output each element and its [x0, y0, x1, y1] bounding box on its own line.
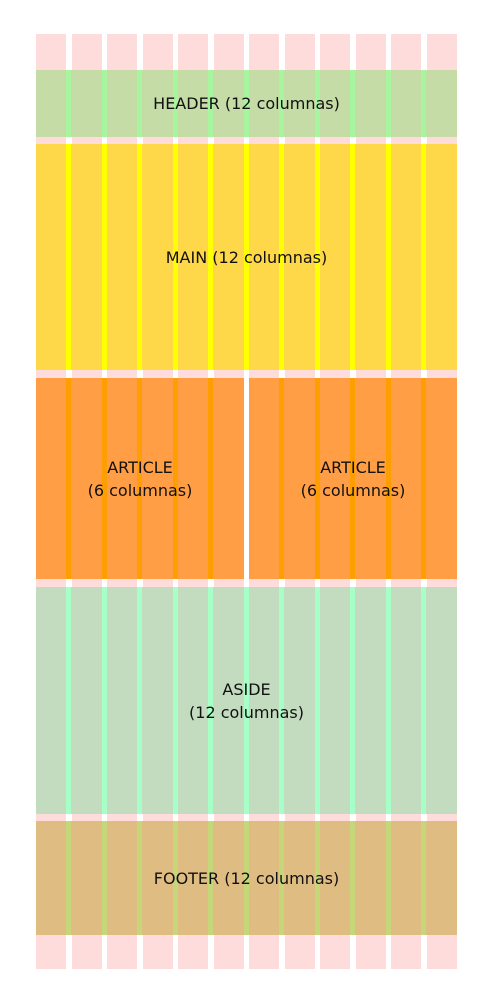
gutter-line [208, 144, 213, 370]
gutter-line [350, 70, 355, 137]
footer-label: FOOTER (12 columnas) [153, 868, 340, 888]
gutter-line [421, 144, 426, 370]
gutter-line [172, 70, 178, 137]
gutter-line [208, 821, 213, 935]
gutter-line [101, 821, 107, 935]
layout-grid: HEADER (12 columnas) MAIN (12 columnas) … [36, 34, 457, 969]
gutter-line [243, 144, 249, 370]
main-label: MAIN (12 columnas) [165, 247, 328, 267]
article-block-1: ARTICLE (6 columnas) [36, 378, 244, 579]
gutter-line [137, 821, 142, 935]
gutter-line [137, 144, 142, 370]
gutter-line [172, 587, 178, 814]
gutter-line [314, 70, 320, 137]
article-2-label: ARTICLE (6 columnas) [300, 457, 406, 500]
gutter-line [208, 378, 213, 579]
gutter-line [279, 144, 284, 370]
gutter-line [101, 144, 107, 370]
gutter-line [350, 144, 355, 370]
gutter-line [172, 821, 178, 935]
article-block-2: ARTICLE (6 columnas) [249, 378, 457, 579]
gutter-line [314, 821, 320, 935]
gutter-line [66, 587, 71, 814]
gutter-line [243, 821, 249, 935]
gutter-line [66, 144, 71, 370]
gutter-line [385, 144, 391, 370]
gutter-line [314, 378, 320, 579]
main-block: MAIN (12 columnas) [36, 144, 457, 370]
gutter-line [66, 821, 71, 935]
gutter-line [314, 587, 320, 814]
gutter-line [137, 587, 142, 814]
gutter-line [385, 587, 391, 814]
gutter-line [243, 587, 249, 814]
header-block: HEADER (12 columnas) [36, 70, 457, 137]
header-column-overlay [36, 70, 457, 137]
gutter-line [101, 70, 107, 137]
gutter-line [101, 378, 107, 579]
gutter-line [385, 378, 391, 579]
aside-column-overlay [36, 587, 457, 814]
gutter-line [66, 70, 71, 137]
gutter-line [279, 821, 284, 935]
gutter-line [279, 587, 284, 814]
gutter-line [137, 70, 142, 137]
footer-block: FOOTER (12 columnas) [36, 821, 457, 935]
gutter-line [243, 70, 249, 137]
aside-block: ASIDE (12 columnas) [36, 587, 457, 814]
gutter-line [350, 587, 355, 814]
gutter-line [350, 821, 355, 935]
gutter-line [172, 144, 178, 370]
gutter-line [350, 378, 355, 579]
gutter-line [208, 70, 213, 137]
footer-column-overlay [36, 821, 457, 935]
header-label: HEADER (12 columnas) [153, 94, 340, 113]
gutter-line [279, 378, 284, 579]
gutter-line [101, 587, 107, 814]
gutter-line [66, 378, 71, 579]
gutter-line [208, 587, 213, 814]
gutter-line [279, 70, 284, 137]
gutter-line [421, 378, 426, 579]
gutter-line [421, 70, 426, 137]
aside-label: ASIDE (12 columnas) [189, 679, 304, 722]
gutter-line [137, 378, 142, 579]
gutter-line [385, 821, 391, 935]
article-1-label: ARTICLE (6 columnas) [87, 457, 193, 500]
gutter-line [385, 70, 391, 137]
main-column-overlay [36, 144, 457, 370]
gutter-line [421, 821, 426, 935]
gutter-line [421, 587, 426, 814]
gutter-line [314, 144, 320, 370]
gutter-line [172, 378, 178, 579]
